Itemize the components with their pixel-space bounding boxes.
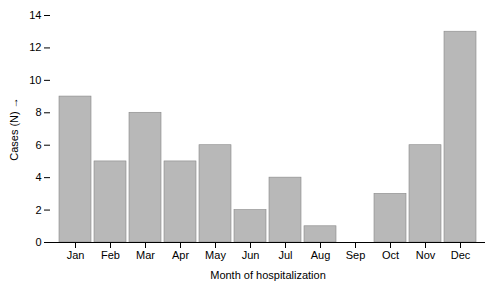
svg-text:Cases (N) →: Cases (N) → (8, 97, 20, 161)
svg-text:10: 10 (29, 74, 41, 86)
svg-text:May: May (205, 249, 226, 261)
svg-text:Nov: Nov (416, 249, 436, 261)
svg-text:Mar: Mar (136, 249, 155, 261)
svg-text:4: 4 (35, 171, 41, 183)
svg-text:2: 2 (35, 204, 41, 216)
svg-text:12: 12 (29, 41, 41, 53)
svg-text:Dec: Dec (451, 249, 471, 261)
svg-text:0: 0 (35, 236, 41, 248)
svg-text:Jun: Jun (242, 249, 260, 261)
svg-text:14: 14 (29, 9, 41, 21)
svg-text:Month of hospitalization: Month of hospitalization (210, 269, 326, 281)
svg-text:Jan: Jan (67, 249, 85, 261)
svg-text:Aug: Aug (311, 249, 331, 261)
svg-text:6: 6 (35, 139, 41, 151)
svg-text:Feb: Feb (101, 249, 120, 261)
svg-text:8: 8 (35, 106, 41, 118)
svg-text:Jul: Jul (278, 249, 292, 261)
svg-text:Sep: Sep (346, 249, 366, 261)
svg-text:Oct: Oct (382, 249, 399, 261)
svg-text:Apr: Apr (172, 249, 189, 261)
